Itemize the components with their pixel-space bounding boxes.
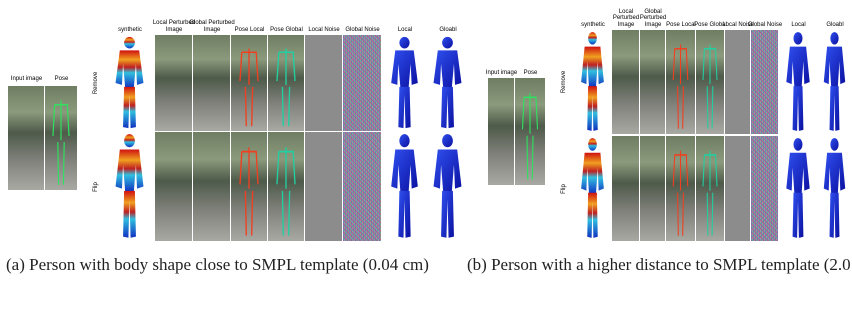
pose-image	[515, 78, 545, 185]
body-mesh	[384, 35, 425, 131]
image-cell	[612, 30, 639, 134]
body-mesh	[575, 30, 610, 134]
input-label: Pose	[41, 72, 82, 82]
column-header: Gloabl	[422, 0, 474, 33]
body-mesh	[575, 136, 610, 241]
body-mesh	[268, 132, 304, 241]
column-header: Gloabl	[814, 0, 852, 28]
input-image	[488, 78, 514, 185]
body-mesh	[384, 132, 425, 241]
image-cell	[696, 136, 724, 241]
image-cell	[155, 35, 192, 131]
noise-cell	[751, 136, 778, 241]
image-cell	[155, 132, 192, 241]
body-mesh	[45, 86, 77, 190]
mesh-cell	[108, 35, 151, 131]
mesh-cell	[384, 35, 425, 131]
noise-cell	[343, 132, 381, 241]
image-cell	[696, 30, 724, 134]
body-mesh	[515, 78, 545, 185]
image-cell	[268, 35, 304, 131]
body-mesh	[268, 35, 304, 131]
input-label: Pose	[511, 66, 550, 76]
row-label: Flip	[561, 169, 569, 209]
body-mesh	[666, 30, 695, 134]
image-cell	[193, 35, 230, 131]
image-cell	[666, 136, 695, 241]
input-image	[8, 86, 44, 190]
caption: (a) Person with body shape close to SMPL…	[6, 254, 446, 275]
image-cell	[231, 132, 267, 241]
mesh-cell	[780, 30, 816, 134]
mesh-cell	[108, 132, 151, 241]
body-mesh	[666, 136, 695, 241]
body-mesh	[818, 30, 851, 134]
body-mesh	[231, 132, 267, 241]
image-cell	[666, 30, 695, 134]
body-mesh	[818, 136, 851, 241]
mesh-cell	[426, 132, 469, 241]
image-cell	[231, 35, 267, 131]
body-mesh	[696, 30, 724, 134]
mesh-cell	[426, 35, 469, 131]
figure: Input imagePosesyntheticLocal Perturbed …	[0, 0, 852, 314]
noise-cell	[725, 136, 750, 241]
noise-cell	[751, 30, 778, 134]
mesh-cell	[575, 136, 610, 241]
noise-cell	[725, 30, 750, 134]
body-mesh	[426, 35, 469, 131]
body-mesh	[780, 136, 816, 241]
row-label: Remove	[93, 63, 101, 103]
body-mesh	[231, 35, 267, 131]
noise-cell	[305, 132, 342, 241]
image-cell	[612, 136, 639, 241]
caption: (b) Person with a higher distance to SMP…	[467, 254, 852, 275]
image-cell	[268, 132, 304, 241]
image-cell	[640, 136, 665, 241]
column-header: synthetic	[104, 0, 156, 33]
body-mesh	[696, 136, 724, 241]
column-header: Global Noise	[339, 0, 386, 33]
noise-cell	[305, 35, 342, 131]
mesh-cell	[818, 136, 851, 241]
pose-image	[45, 86, 77, 190]
mesh-cell	[575, 30, 610, 134]
row-label: Remove	[561, 62, 569, 102]
mesh-cell	[384, 132, 425, 241]
mesh-cell	[818, 30, 851, 134]
noise-cell	[343, 35, 381, 131]
body-mesh	[780, 30, 816, 134]
mesh-cell	[780, 136, 816, 241]
body-mesh	[426, 132, 469, 241]
image-cell	[640, 30, 665, 134]
body-mesh	[108, 35, 151, 131]
image-cell	[193, 132, 230, 241]
body-mesh	[108, 132, 151, 241]
row-label: Flip	[93, 167, 101, 207]
